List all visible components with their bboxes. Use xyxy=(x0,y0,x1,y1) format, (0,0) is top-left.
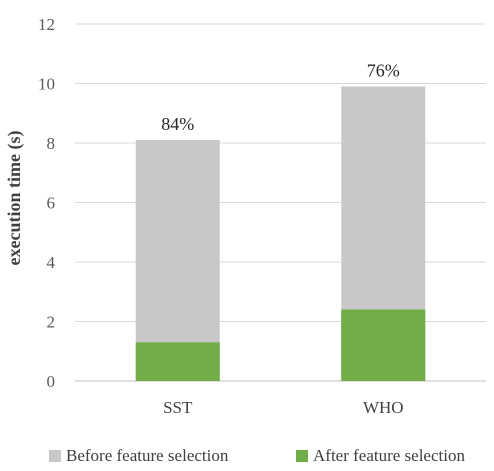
y-tick-label: 8 xyxy=(47,134,56,153)
y-axis-title: execution time (s) xyxy=(4,131,25,266)
bar-before-sst xyxy=(135,140,220,381)
y-tick-label: 4 xyxy=(47,253,56,272)
bars xyxy=(135,86,426,381)
data-label-sst: 84% xyxy=(161,114,194,134)
data-label-who: 76% xyxy=(367,60,400,80)
y-tick-label: 12 xyxy=(38,15,55,34)
legend-swatch-before xyxy=(49,450,61,462)
bar-after-who xyxy=(341,309,426,381)
x-axis-categories: SST WHO xyxy=(163,398,403,417)
x-category-label: SST xyxy=(163,398,193,417)
y-tick-label: 0 xyxy=(47,372,56,391)
y-axis-ticks: 0 2 4 6 8 10 12 xyxy=(38,15,56,391)
y-tick-label: 6 xyxy=(47,194,56,213)
data-labels: 84% 76% xyxy=(161,60,400,134)
x-category-label: WHO xyxy=(363,398,404,417)
legend-swatch-after xyxy=(296,450,308,462)
legend-label-after: After feature selection xyxy=(313,446,465,465)
y-tick-label: 2 xyxy=(47,313,56,332)
y-tick-label: 10 xyxy=(38,75,55,94)
legend-label-before: Before feature selection xyxy=(66,446,229,465)
legend: Before feature selection After feature se… xyxy=(49,446,465,465)
bar-after-sst xyxy=(135,342,220,381)
